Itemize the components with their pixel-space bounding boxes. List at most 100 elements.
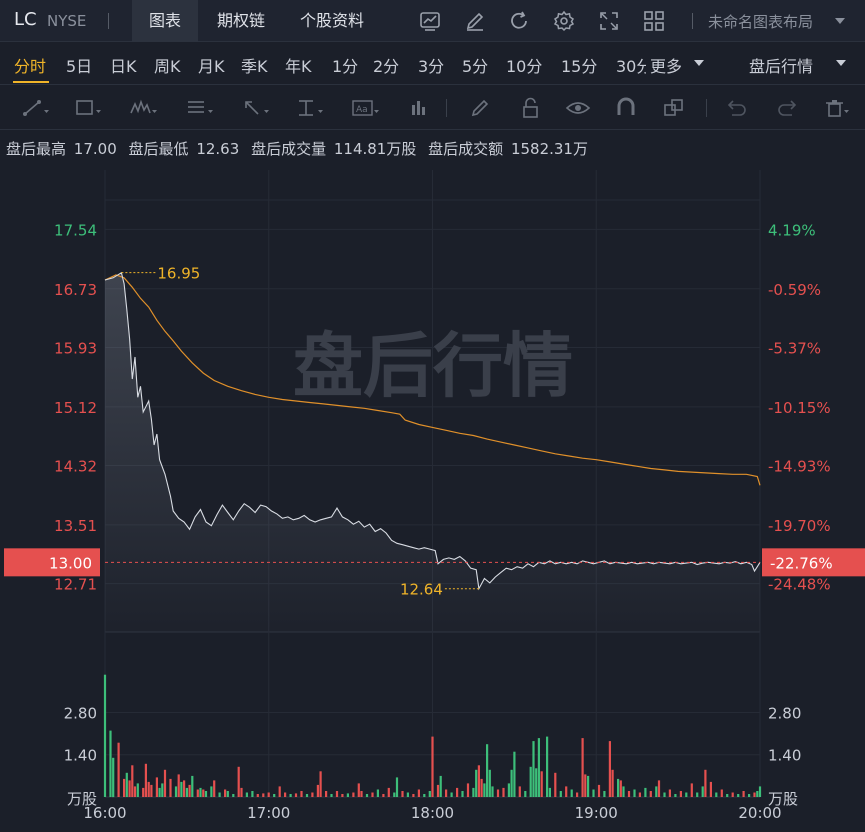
volume-bar xyxy=(685,792,688,797)
y-tick-percent: -19.70% xyxy=(768,517,831,535)
volume-bar xyxy=(663,792,666,797)
text-tool-icon[interactable]: Aa xyxy=(350,95,380,121)
volume-bar xyxy=(423,794,426,797)
tab-chart[interactable]: 图表 xyxy=(132,0,198,42)
chevron-down-icon xyxy=(694,60,704,66)
pen-icon[interactable] xyxy=(466,95,496,121)
period-3min[interactable]: 3分 xyxy=(418,57,445,76)
volume-bar xyxy=(726,794,729,797)
volume-bar xyxy=(638,792,641,797)
draw-edit-icon[interactable] xyxy=(461,7,489,35)
price-area xyxy=(105,272,760,632)
volume-bar xyxy=(109,730,112,797)
volume-bars xyxy=(103,674,762,798)
volume-bar xyxy=(123,778,126,797)
wave-tool-icon[interactable] xyxy=(128,95,158,121)
volume-bar xyxy=(649,791,652,797)
rectangle-tool-icon[interactable] xyxy=(72,95,102,121)
bar-pattern-icon[interactable] xyxy=(406,95,436,121)
fullscreen-icon[interactable] xyxy=(595,7,623,35)
redo-icon[interactable] xyxy=(772,95,802,121)
volume-bar xyxy=(191,775,194,797)
low-marker-label: 12.64 xyxy=(400,581,443,599)
period-1min[interactable]: 1分 xyxy=(332,57,359,76)
trash-icon[interactable] xyxy=(820,95,850,121)
period-10min[interactable]: 10分 xyxy=(506,57,543,76)
measure-tool-icon[interactable] xyxy=(294,95,324,121)
period-more[interactable]: 更多 xyxy=(650,57,683,76)
stat-volume-label: 盘后成交量 xyxy=(251,140,327,158)
chart-markers: 13.00 -22.76% 16.95 12.64 xyxy=(4,265,865,599)
period-quarterly[interactable]: 季K xyxy=(241,57,268,76)
y-tick-price: 14.32 xyxy=(54,458,97,476)
period-5d[interactable]: 5日 xyxy=(66,57,93,76)
y-tick-price: 15.12 xyxy=(54,399,97,417)
volume-bar xyxy=(491,786,494,797)
y-tick-percent: -5.37% xyxy=(768,339,821,357)
layout-name-dropdown[interactable]: 未命名图表布局 xyxy=(708,13,814,31)
layers-icon[interactable] xyxy=(660,95,690,121)
period-monthly[interactable]: 月K xyxy=(198,57,225,76)
period-2min[interactable]: 2分 xyxy=(373,57,400,76)
volume-bar xyxy=(570,789,573,797)
magnet-icon[interactable] xyxy=(612,95,642,121)
volume-bar xyxy=(240,787,243,797)
volume-bar xyxy=(475,769,478,797)
volume-bar xyxy=(346,793,349,797)
chart-lines xyxy=(104,271,761,591)
volume-bar xyxy=(335,791,339,797)
volume-bar xyxy=(382,794,385,797)
gear-icon[interactable] xyxy=(550,7,578,35)
volume-bar xyxy=(161,783,164,797)
volume-bar xyxy=(177,774,180,797)
volume-bar xyxy=(180,781,183,797)
undo-icon[interactable] xyxy=(722,95,752,121)
tab-company-profile[interactable]: 个股资料 xyxy=(299,11,364,30)
period-30min[interactable]: 30分 xyxy=(616,57,646,76)
eye-icon[interactable] xyxy=(564,95,594,121)
y-tick-percent: -0.59% xyxy=(768,281,821,299)
average-price-line xyxy=(104,274,761,486)
volume-bar xyxy=(341,794,344,797)
current-price-tag xyxy=(4,548,100,577)
volume-bar xyxy=(395,777,399,797)
period-weekly[interactable]: 周K xyxy=(154,57,181,76)
volume-bar xyxy=(224,789,227,797)
volume-bar xyxy=(284,792,287,797)
volume-bar xyxy=(587,775,590,797)
refresh-icon[interactable] xyxy=(505,7,533,35)
divider xyxy=(108,13,109,29)
fibonacci-tool-icon[interactable] xyxy=(184,95,214,121)
volume-bar xyxy=(584,774,587,797)
volume-bar xyxy=(679,791,682,797)
current-pct-tag xyxy=(762,548,865,577)
volume-bar xyxy=(657,780,661,797)
y-tick-price: 13.51 xyxy=(54,517,97,535)
price-line xyxy=(104,271,761,591)
grid-layout-icon[interactable] xyxy=(640,7,668,35)
period-5min[interactable]: 5分 xyxy=(462,57,489,76)
line-tool-icon[interactable] xyxy=(20,95,50,121)
period-daily[interactable]: 日K xyxy=(110,57,137,76)
volume-bar xyxy=(535,768,538,797)
volume-bar xyxy=(439,775,442,797)
session-dropdown[interactable]: 盘后行情 xyxy=(749,57,814,76)
x-tick-label: 17:00 xyxy=(247,804,290,822)
period-yearly[interactable]: 年K xyxy=(285,57,312,76)
volume-bar xyxy=(581,738,584,797)
volume-bar xyxy=(483,783,486,797)
lock-icon[interactable] xyxy=(516,95,546,121)
period-15min[interactable]: 15分 xyxy=(561,57,598,76)
volume-bar xyxy=(611,769,614,797)
tab-option-chain[interactable]: 期权链 xyxy=(216,11,265,30)
volume-bar xyxy=(267,792,270,797)
period-intraday[interactable]: 分时 xyxy=(14,57,47,76)
volume-bar xyxy=(436,784,440,797)
volume-bar xyxy=(158,787,161,797)
volume-bar xyxy=(502,787,505,797)
stat-volume-value: 114.81万股 xyxy=(333,140,417,158)
arrow-tool-icon[interactable] xyxy=(240,95,270,121)
chart-settings-icon[interactable] xyxy=(416,7,444,35)
x-tick-label: 16:00 xyxy=(83,804,126,822)
